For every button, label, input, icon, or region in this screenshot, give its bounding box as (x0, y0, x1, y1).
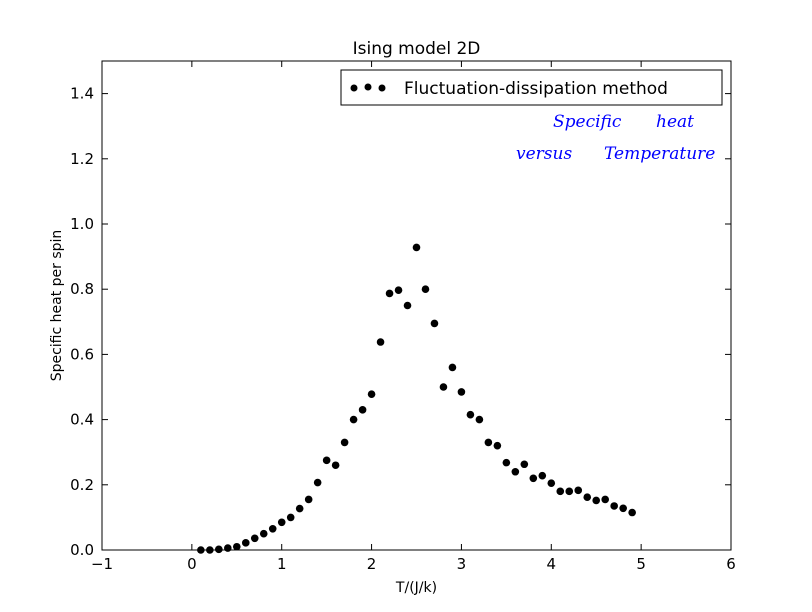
y-axis-ticks: 0.0 0.2 0.4 0.6 0.8 1.0 1.2 1.4 (70, 85, 731, 559)
data-point (628, 508, 636, 517)
y-tick-label: 0.2 (70, 476, 94, 494)
x-tick-label: 2 (367, 555, 377, 573)
data-point (340, 438, 349, 447)
data-point (367, 390, 376, 398)
legend-label: Fluctuation-dissipation method (404, 79, 668, 99)
data-point (403, 301, 412, 310)
data-point (520, 460, 529, 469)
data-point (376, 338, 385, 346)
data-point (304, 495, 313, 504)
annotation-word: Specific (553, 112, 622, 132)
y-tick-label: 0.8 (70, 280, 94, 298)
data-point (583, 493, 592, 501)
y-axis-label: Specific heat per spin (49, 230, 65, 382)
data-point (547, 479, 556, 487)
data-point (601, 495, 609, 504)
data-point (286, 513, 295, 522)
data-point (241, 539, 250, 547)
legend: Fluctuation-dissipation method (340, 69, 723, 106)
x-axis-label: T/(J/k) (395, 580, 437, 596)
data-point (259, 529, 268, 538)
data-point (313, 478, 322, 487)
x-tick-label: 6 (726, 555, 736, 573)
data-points (197, 243, 636, 554)
data-point (457, 388, 466, 396)
x-tick-label: −1 (91, 555, 113, 573)
y-tick-label: 0.0 (70, 541, 94, 559)
x-tick-label: 1 (277, 555, 287, 573)
data-point (412, 243, 421, 252)
data-point (565, 487, 574, 496)
data-point (358, 406, 367, 414)
plot-background (102, 61, 731, 550)
data-point (475, 415, 484, 424)
legend-marker (378, 84, 386, 92)
y-tick-label: 0.4 (70, 411, 94, 429)
legend-marker (364, 83, 372, 91)
data-point (430, 319, 439, 328)
y-tick-label: 1.2 (70, 150, 94, 168)
data-point (322, 456, 331, 465)
annotation-word: heat (656, 112, 694, 132)
data-point (538, 471, 547, 480)
data-point (250, 534, 259, 543)
data-point (394, 286, 403, 294)
data-point (556, 487, 565, 496)
data-point (574, 486, 583, 495)
data-point (385, 289, 394, 298)
data-point (232, 542, 241, 551)
data-point (421, 285, 430, 294)
data-point (277, 518, 286, 527)
data-point (295, 504, 304, 513)
data-point (224, 544, 232, 552)
y-tick-label: 0.6 (70, 345, 94, 363)
data-point (619, 504, 627, 513)
annotation: Specific heat versus Temperature (516, 112, 715, 164)
x-tick-label: 0 (187, 555, 197, 573)
x-tick-label: 4 (547, 555, 557, 573)
data-point (331, 461, 340, 470)
data-point (215, 545, 223, 554)
x-tick-label: 5 (636, 555, 646, 573)
data-point (529, 474, 538, 483)
data-point (484, 438, 493, 447)
data-point (502, 458, 511, 467)
data-point (349, 415, 358, 424)
y-tick-label: 1.4 (70, 85, 94, 103)
data-point (439, 383, 448, 391)
plot-frame (101, 60, 732, 551)
data-point (610, 502, 618, 510)
y-tick-label: 1.0 (70, 215, 94, 233)
x-tick-label: 3 (457, 555, 467, 573)
chart-title: Ising model 2D (353, 39, 481, 59)
data-point (448, 363, 457, 372)
annotation-word: Temperature (604, 144, 715, 164)
legend-box (340, 69, 723, 106)
annotation-word: versus (516, 144, 572, 164)
data-point (592, 496, 601, 505)
legend-marker (350, 84, 358, 92)
x-axis-ticks: −1 0 1 2 3 4 5 6 (91, 61, 736, 573)
data-point (493, 441, 502, 450)
data-point (268, 525, 277, 533)
data-point (511, 467, 520, 476)
data-point (466, 410, 475, 419)
